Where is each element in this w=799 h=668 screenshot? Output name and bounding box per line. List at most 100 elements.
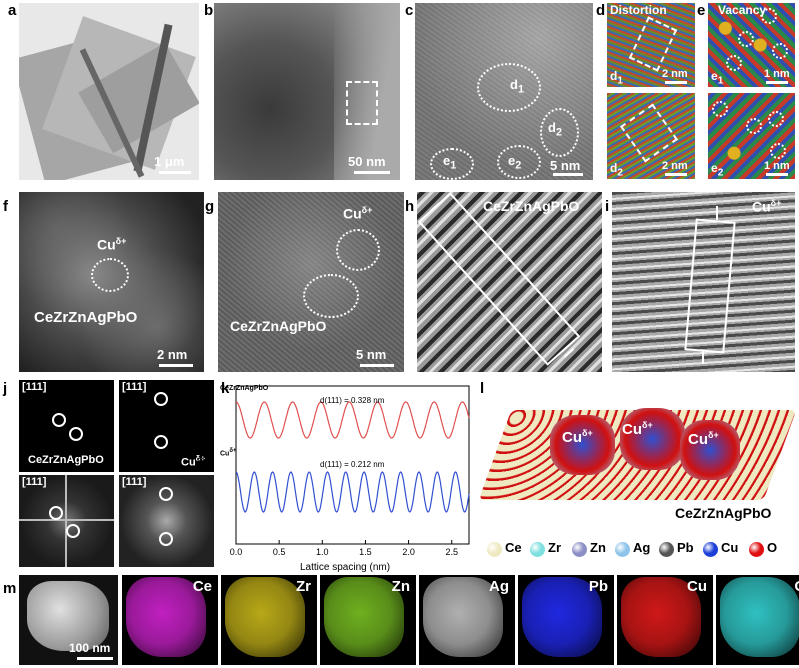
x-tick-label: 2.0	[402, 547, 415, 557]
series-line-1	[235, 401, 470, 439]
eds-map-label: Zr	[296, 578, 311, 595]
eds-map-label: Pb	[588, 578, 608, 595]
eds-map-o: O	[716, 575, 799, 665]
cu-label: Cuδ+	[562, 428, 593, 446]
zone-axis: [111]	[122, 476, 147, 488]
region-e2	[497, 145, 541, 179]
panel-label-j: j	[3, 380, 8, 397]
scale-bar	[354, 171, 390, 174]
fft-spot	[49, 506, 63, 520]
scale-bar	[553, 173, 583, 176]
legend-ball-ag	[615, 542, 630, 557]
profile-box	[417, 192, 581, 366]
matrix-label: CeZrZnAgPbO	[34, 309, 138, 326]
vacancy-circle	[746, 118, 762, 134]
scale-label: 2 nm	[662, 160, 688, 172]
panel-d2-image: d2 2 nm	[607, 93, 695, 179]
fft-spot	[154, 392, 168, 406]
tag-d2: d2	[610, 161, 623, 179]
panel-e1-image: Vacancy e1 1 nm	[708, 3, 795, 87]
eds-map-ag: Ag	[419, 575, 515, 665]
cu-label: Cuδ+	[343, 205, 373, 222]
cu-label: Cuδ+	[97, 236, 127, 253]
fft-spot	[159, 487, 173, 501]
vacancy-circle	[772, 43, 788, 59]
panel-d1-image: Distortion d1 2 nm	[607, 3, 695, 87]
panel-c-hrtem-image: d1 d2 e1 e2 5 nm	[415, 3, 593, 180]
fft-spot	[52, 413, 66, 427]
cu-label: Cuδ+	[688, 430, 719, 448]
eds-map-label: Ag	[489, 578, 509, 595]
panel-label-f: f	[3, 198, 8, 215]
legend-ball-zr	[530, 542, 545, 557]
scale-label: 1 μm	[154, 154, 185, 169]
panel-h-fringe-image: CeZrZnAgPbO	[417, 192, 602, 372]
profile-box	[684, 218, 736, 354]
panel-i-fringe-image: Cuδ+	[612, 192, 795, 372]
zoom-box	[346, 81, 378, 125]
panel-label-a: a	[8, 2, 17, 19]
scale-label: 2 nm	[157, 347, 188, 362]
panel-j-fft-3: [111]	[19, 475, 114, 567]
eds-map-zr: Zr	[221, 575, 317, 665]
y-axis-label: Intensity (a.u.)	[196, 404, 206, 462]
fft-spot	[159, 532, 173, 546]
cu-label: Cuδ+	[622, 420, 653, 438]
matrix-label: CeZrZnAgPbO	[483, 198, 580, 214]
panel-m-haadf: 100 nm	[19, 575, 118, 665]
scale-bar	[360, 364, 394, 367]
panel-j-fft-4: [111]	[119, 475, 214, 567]
tag-d1: d1	[610, 69, 623, 87]
vacancy-circle	[712, 101, 728, 117]
panel-label-k: k	[221, 380, 230, 397]
series-value-1: d(111) = 0.328 nm	[320, 396, 385, 405]
x-tick-label: 1.5	[359, 547, 372, 557]
vacancy-circle	[770, 143, 786, 159]
cu-label: Cuδ+	[181, 454, 206, 469]
panel-label-m: m	[3, 580, 17, 597]
x-axis-label: Lattice spacing (nm)	[300, 562, 391, 573]
region-d1	[477, 63, 541, 112]
panel-label-l: l	[480, 380, 485, 397]
scale-label: 2 nm	[662, 68, 688, 80]
scale-bar	[665, 81, 687, 84]
panel-a-tem-image: 1 μm	[19, 3, 199, 180]
zone-axis: [111]	[22, 381, 47, 393]
scale-label: 1 nm	[764, 68, 790, 80]
region-d2	[540, 108, 579, 157]
eds-map-ce: Ce	[122, 575, 218, 665]
cu-cluster-circle	[91, 258, 129, 292]
panel-label-d: d	[596, 2, 606, 19]
matrix-label: CeZrZnAgPbO	[675, 505, 772, 521]
series-label-2: Cuδ+	[220, 448, 237, 458]
scale-bar	[159, 364, 193, 367]
series-label-1: CeZrZnAgPbO	[220, 385, 269, 392]
legend-ball-o	[749, 542, 764, 557]
panel-f-haadf-image: Cuδ+ CeZrZnAgPbO 2 nm	[19, 192, 204, 372]
scale-label: 5 nm	[356, 347, 387, 362]
region-label: d1	[510, 77, 524, 96]
distortion-box	[619, 103, 679, 163]
scale-label: 50 nm	[348, 154, 386, 169]
vacancy-circle	[768, 111, 784, 127]
cu-region	[303, 274, 359, 318]
scale-label: 1 nm	[764, 160, 790, 172]
eds-map-label: Cu	[687, 578, 707, 595]
tag-e1: e1	[711, 69, 724, 87]
eds-map-pb: Pb	[518, 575, 614, 665]
legend-ball-zn	[572, 542, 587, 557]
eds-map-label: Ce	[192, 578, 212, 595]
tag-e2: e2	[711, 161, 724, 179]
distortion-box	[628, 16, 678, 72]
zone-axis: [111]	[122, 381, 147, 393]
element-legend: Ce Zr Zn Ag Pb Cu O	[487, 540, 797, 560]
series-line-2	[235, 471, 470, 513]
matrix-label: CeZrZnAgPbO	[230, 318, 327, 334]
cu-region	[336, 229, 380, 271]
vacancy-circle	[761, 8, 777, 24]
legend-ball-pb	[659, 542, 674, 557]
matrix-label: CeZrZnAgPbO	[28, 454, 104, 466]
legend-ball-ce	[487, 542, 502, 557]
panel-label-i: i	[605, 198, 610, 215]
plot-frame	[235, 385, 470, 545]
